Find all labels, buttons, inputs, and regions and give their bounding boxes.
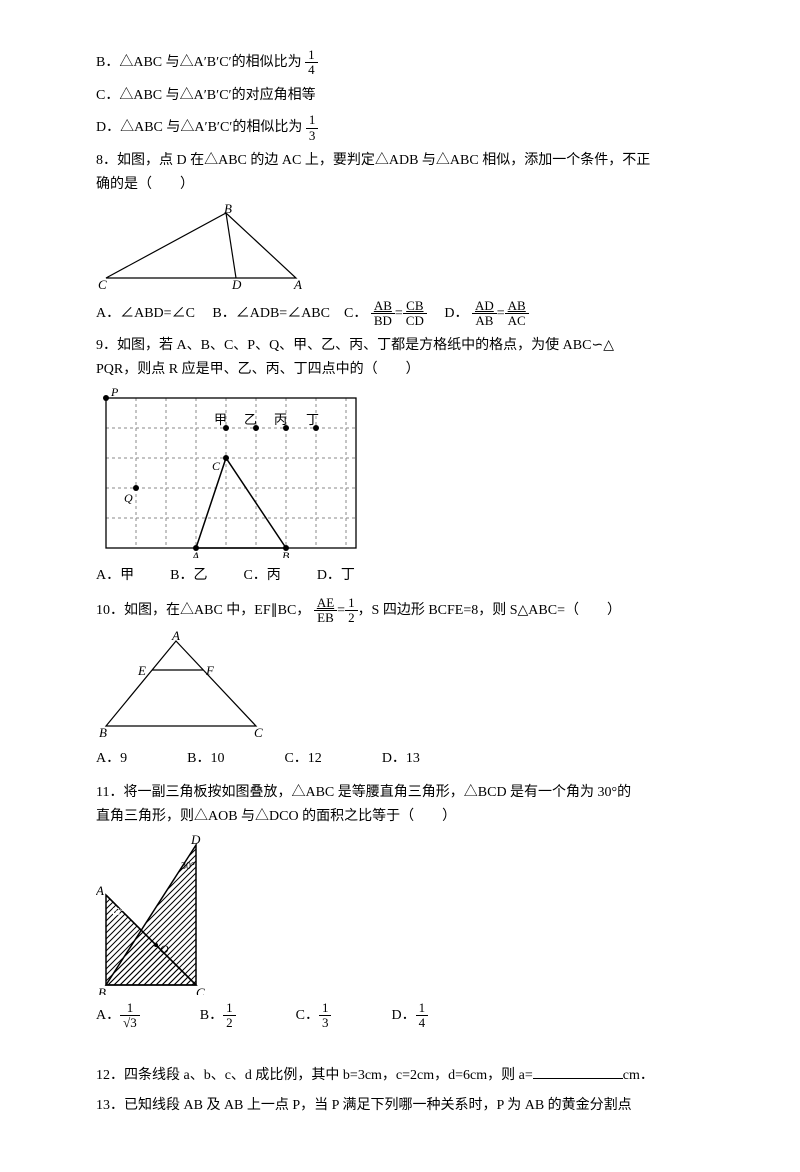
svg-text:A: A (293, 277, 302, 292)
q8-optA: A．∠ABD=∠C (96, 306, 195, 321)
svg-text:B: B (224, 203, 232, 216)
svg-text:A: A (171, 631, 180, 643)
q8-optB: B．∠ADB=∠ABC (212, 306, 330, 321)
q12-blank (533, 1064, 623, 1079)
q9-figure: P Q 甲 乙 丙 丁 C A B (96, 388, 366, 558)
optD-text: D．△ABC 与△A′B′C′的相似比为 (96, 120, 302, 135)
q9-options: A．甲 B．乙 C．丙 D．丁 (96, 564, 740, 588)
q8-stem: 8．如图，点 D 在△ABC 的边 AC 上，要判定△ADB 与△ABC 相似，… (96, 149, 740, 197)
svg-text:B: B (99, 725, 107, 740)
svg-text:丁: 丁 (306, 412, 319, 427)
svg-text:C: C (254, 725, 263, 740)
svg-text:乙: 乙 (244, 412, 257, 427)
svg-text:45°: 45° (110, 907, 124, 918)
svg-text:A: A (96, 883, 104, 898)
q10-figure: A E F B C (96, 631, 266, 741)
svg-text:Q: Q (124, 491, 133, 505)
q9-optD: D．丁 (317, 564, 355, 588)
q10-optC: C．12 (284, 747, 321, 771)
q9-optB: B．乙 (170, 564, 207, 588)
svg-text:C: C (196, 985, 205, 995)
optB-text: B．△ABC 与△A′B′C′的相似比为 (96, 55, 302, 70)
svg-text:30°: 30° (181, 861, 195, 872)
q11-stem: 11．将一副三角板按如图叠放，△ABC 是等腰直角三角形，△BCD 是有一个角为… (96, 781, 740, 829)
q8-optD: D． ADAB=ABAC (444, 306, 528, 321)
svg-text:P: P (110, 388, 119, 399)
optB-frac: 14 (305, 48, 318, 78)
q11-optA: A．1√3 (96, 1001, 140, 1031)
q9-optC: C．丙 (243, 564, 280, 588)
svg-text:B: B (282, 549, 290, 558)
q11-figure: O D A B C 45° 30° (96, 835, 246, 995)
q10-optA: A．9 (96, 747, 127, 771)
q8-figure: B C D A (96, 203, 306, 293)
q11-options: A．1√3 B．12 C．13 D．14 (96, 1001, 740, 1031)
option-b: B．△ABC 与△A′B′C′的相似比为 14 (96, 48, 740, 78)
q11-optD: D．14 (391, 1001, 428, 1031)
optD-frac: 13 (306, 113, 319, 143)
svg-text:C: C (98, 277, 107, 292)
q8-optC: C． ABBD=CBCD (344, 306, 430, 321)
svg-text:D: D (231, 277, 242, 292)
q11-optC: C．13 (296, 1001, 332, 1031)
svg-text:A: A (191, 549, 200, 558)
q10-optB: B．10 (187, 747, 224, 771)
q10-stem: 10．如图，在△ABC 中，EF∥BC， AEEB=12，S 四边形 BCFE=… (96, 596, 740, 626)
svg-text:F: F (205, 663, 215, 678)
q12: 12．四条线段 a、b、c、d 成比例，其中 b=3cm，c=2cm，d=6cm… (96, 1064, 740, 1088)
svg-text:E: E (137, 663, 146, 678)
q10-optD: D．13 (382, 747, 420, 771)
q11-optB: B．12 (200, 1001, 236, 1031)
svg-text:丙: 丙 (274, 412, 287, 427)
q10-options: A．9 B．10 C．12 D．13 (96, 747, 740, 771)
option-d: D．△ABC 与△A′B′C′的相似比为 13 (96, 113, 740, 143)
svg-text:甲: 甲 (214, 412, 227, 427)
q9-stem: 9．如图，若 A、B、C、P、Q、甲、乙、丙、丁都是方格纸中的格点，为使 ABC… (96, 334, 740, 382)
q9-optA: A．甲 (96, 564, 134, 588)
q13: 13．已知线段 AB 及 AB 上一点 P，当 P 满足下列哪一种关系时，P 为… (96, 1094, 740, 1118)
svg-text:B: B (98, 985, 106, 995)
svg-text:C: C (212, 459, 221, 473)
svg-text:O: O (160, 942, 169, 956)
q8-options: A．∠ABD=∠C B．∠ADB=∠ABC C． ABBD=CBCD D． AD… (96, 299, 740, 329)
svg-text:D: D (190, 835, 201, 847)
option-c: C．△ABC 与△A′B′C′的对应角相等 (96, 84, 740, 108)
